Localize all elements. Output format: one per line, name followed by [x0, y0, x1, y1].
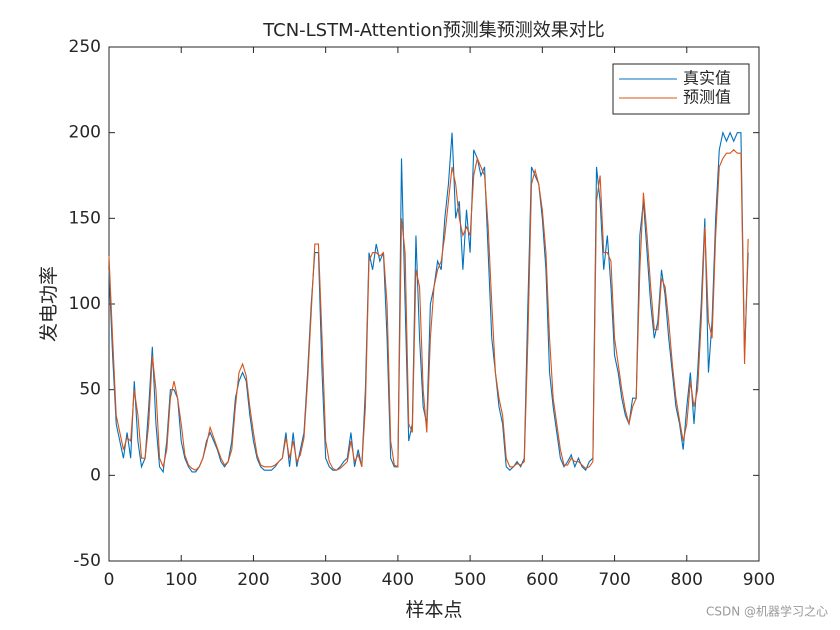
legend-label: 预测值	[683, 88, 731, 107]
x-tick-label: 100	[165, 570, 197, 590]
x-tick-label: 200	[237, 570, 269, 590]
x-tick-label: 600	[526, 570, 558, 590]
y-axis-label: 发电功率	[38, 266, 60, 342]
chart-title: TCN-LSTM-Attention预测集预测效果对比	[262, 20, 605, 41]
watermark: CSDN @机器学习之心	[706, 604, 828, 619]
y-tick-label: 50	[79, 380, 101, 400]
legend-box	[612, 63, 750, 115]
series-line	[108, 130, 749, 474]
x-tick-label: 400	[382, 570, 414, 590]
y-tick-label: 100	[69, 294, 101, 314]
y-tick-label: 0	[90, 465, 101, 485]
y-tick-label: 150	[69, 208, 101, 228]
y-tick-label: -50	[73, 551, 101, 571]
plot-area	[108, 46, 760, 562]
series-line	[108, 149, 749, 471]
x-tick-label: 700	[598, 570, 630, 590]
x-tick-label: 300	[309, 570, 341, 590]
x-tick-label: 900	[743, 570, 775, 590]
y-tick-label: 250	[69, 37, 101, 57]
x-tick-label: 500	[454, 570, 486, 590]
x-tick-label: 800	[671, 570, 703, 590]
y-tick-label: 200	[69, 123, 101, 143]
legend-label: 真实值	[683, 69, 731, 88]
x-axis-label: 样本点	[405, 599, 462, 621]
x-tick-label: 0	[104, 570, 115, 590]
